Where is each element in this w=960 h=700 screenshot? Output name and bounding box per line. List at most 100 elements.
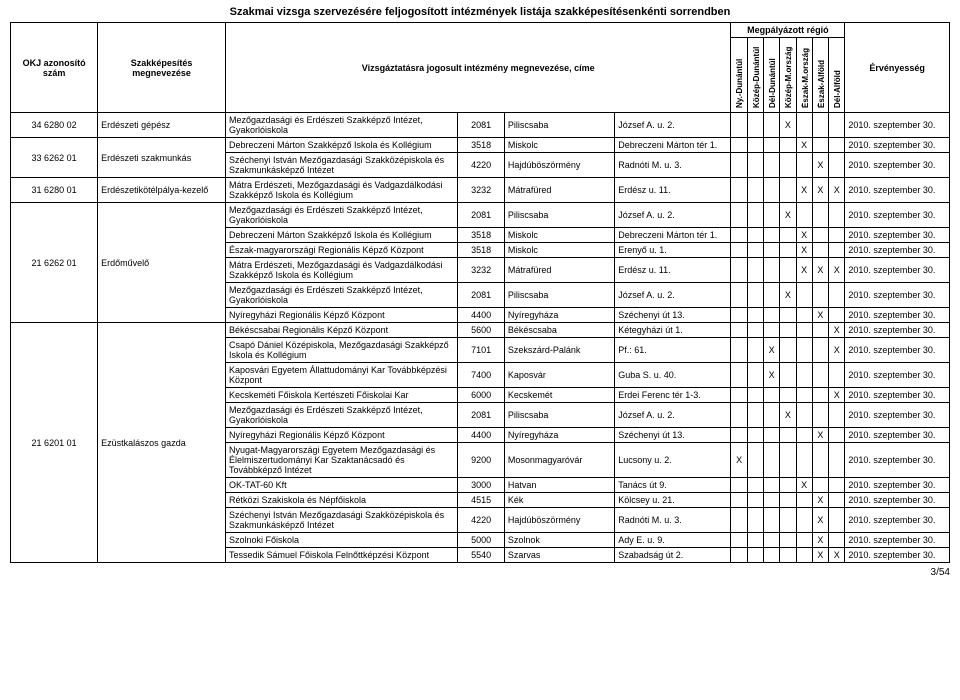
cell-valid: 2010. szeptember 30. [845, 443, 950, 478]
cell-region-5 [812, 388, 828, 403]
cell-inst: Mezőgazdasági és Erdészeti Szakképző Int… [225, 203, 457, 228]
cell-region-3 [780, 308, 796, 323]
cell-valid: 2010. szeptember 30. [845, 323, 950, 338]
cell-region-4: X [796, 478, 812, 493]
cell-region-3: X [780, 283, 796, 308]
cell-region-3 [780, 478, 796, 493]
cell-region-5: X [812, 533, 828, 548]
cell-addr: Debreczeni Márton tér 1. [615, 138, 731, 153]
cell-city: Szolnok [504, 533, 614, 548]
cell-city: Piliscsaba [504, 113, 614, 138]
cell-region-5 [812, 243, 828, 258]
cell-zip: 5000 [458, 533, 504, 548]
cell-region-2 [763, 403, 779, 428]
cell-region-0 [731, 258, 747, 283]
cell-region-2 [763, 153, 779, 178]
cell-city: Piliscsaba [504, 283, 614, 308]
cell-region-5 [812, 203, 828, 228]
cell-region-3 [780, 388, 796, 403]
cell-region-6: X [829, 338, 845, 363]
cell-city: Szekszárd-Palánk [504, 338, 614, 363]
cell-region-3 [780, 443, 796, 478]
cell-region-0 [731, 478, 747, 493]
cell-inst: Mezőgazdasági és Erdészeti Szakképző Int… [225, 283, 457, 308]
cell-region-3 [780, 258, 796, 283]
cell-region-2 [763, 258, 779, 283]
cell-valid: 2010. szeptember 30. [845, 178, 950, 203]
cell-region-2 [763, 243, 779, 258]
cell-region-4: X [796, 178, 812, 203]
cell-city: Mosonmagyaróvár [504, 443, 614, 478]
cell-inst: Kaposvári Egyetem Állattudományi Kar Tov… [225, 363, 457, 388]
cell-region-2 [763, 548, 779, 563]
cell-valid: 2010. szeptember 30. [845, 203, 950, 228]
cell-addr: Erenyő u. 1. [615, 243, 731, 258]
cell-inst: Csapó Dániel Középiskola, Mezőgazdasági … [225, 338, 457, 363]
cell-valid: 2010. szeptember 30. [845, 428, 950, 443]
hdr-region-6: Dél-Alföld [829, 38, 845, 113]
hdr-inst: Vizsgáztatásra jogosult intézmény megnev… [225, 23, 730, 113]
cell-zip: 7400 [458, 363, 504, 388]
cell-region-0 [731, 508, 747, 533]
cell-region-5: X [812, 258, 828, 283]
cell-region-3: X [780, 113, 796, 138]
cell-region-4 [796, 153, 812, 178]
cell-region-1 [747, 493, 763, 508]
table-row: 21 6201 01Ezüstkalászos gazdaBékéscsabai… [11, 323, 950, 338]
cell-addr: Pf.: 61. [615, 338, 731, 363]
cell-region-1 [747, 138, 763, 153]
cell-addr: Tanács út 9. [615, 478, 731, 493]
cell-zip: 4400 [458, 428, 504, 443]
cell-city: Mátrafüred [504, 178, 614, 203]
cell-city: Kaposvár [504, 363, 614, 388]
cell-region-4: X [796, 228, 812, 243]
cell-region-1 [747, 258, 763, 283]
cell-inst: Debreczeni Márton Szakképző Iskola és Ko… [225, 138, 457, 153]
cell-region-1 [747, 113, 763, 138]
cell-region-6 [829, 203, 845, 228]
cell-region-5 [812, 283, 828, 308]
cell-region-5: X [812, 508, 828, 533]
cell-region-6: X [829, 178, 845, 203]
cell-okj: 31 6280 01 [11, 178, 98, 203]
cell-addr: Kölcsey u. 21. [615, 493, 731, 508]
cell-region-1 [747, 308, 763, 323]
cell-city: Nyíregyháza [504, 428, 614, 443]
cell-region-0 [731, 493, 747, 508]
cell-region-3 [780, 153, 796, 178]
cell-region-0 [731, 178, 747, 203]
cell-region-0 [731, 363, 747, 388]
cell-region-5 [812, 113, 828, 138]
cell-city: Miskolc [504, 243, 614, 258]
cell-zip: 3518 [458, 228, 504, 243]
cell-valid: 2010. szeptember 30. [845, 533, 950, 548]
cell-region-0 [731, 323, 747, 338]
cell-region-6 [829, 138, 845, 153]
cell-region-5: X [812, 178, 828, 203]
cell-region-0 [731, 113, 747, 138]
cell-city: Hajdúböszörmény [504, 153, 614, 178]
cell-zip: 2081 [458, 403, 504, 428]
cell-zip: 4515 [458, 493, 504, 508]
cell-region-2: X [763, 363, 779, 388]
cell-city: Miskolc [504, 228, 614, 243]
cell-city: Piliscsaba [504, 203, 614, 228]
cell-region-6 [829, 403, 845, 428]
hdr-szak: Szakképesítés megnevezése [98, 23, 226, 113]
cell-region-4 [796, 508, 812, 533]
cell-region-6 [829, 478, 845, 493]
cell-addr: József A. u. 2. [615, 403, 731, 428]
cell-region-6 [829, 508, 845, 533]
cell-region-3 [780, 243, 796, 258]
cell-region-0 [731, 388, 747, 403]
cell-region-2 [763, 203, 779, 228]
cell-region-2 [763, 308, 779, 323]
cell-region-3 [780, 508, 796, 533]
cell-zip: 4220 [458, 508, 504, 533]
cell-addr: Radnóti M. u. 3. [615, 508, 731, 533]
cell-inst: Mezőgazdasági és Erdészeti Szakképző Int… [225, 113, 457, 138]
cell-region-0 [731, 403, 747, 428]
cell-region-1 [747, 153, 763, 178]
cell-valid: 2010. szeptember 30. [845, 153, 950, 178]
cell-region-1 [747, 243, 763, 258]
